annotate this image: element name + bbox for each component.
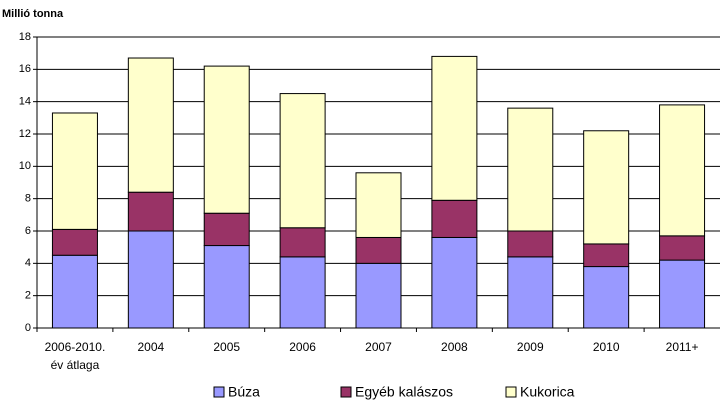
bar-segment: [507, 107, 554, 232]
bar-segment: [583, 266, 630, 329]
bar-segment: [583, 130, 630, 245]
y-tick-label: 8: [25, 193, 31, 205]
bar-segment: [279, 227, 326, 258]
y-tick-label: 16: [19, 63, 31, 75]
x-tick-label: 2006-2010. év átlaga: [45, 340, 106, 372]
bar-segment: [51, 228, 98, 256]
legend-swatch: [505, 386, 517, 398]
bar-segment: [583, 243, 630, 268]
y-tick-label: 0: [25, 322, 31, 334]
bar-segment: [659, 104, 706, 237]
legend-swatch: [340, 386, 352, 398]
x-tick-label: 2010: [593, 340, 620, 354]
bar-segment: [279, 256, 326, 329]
bar-segment: [659, 235, 706, 261]
bar-segment: [431, 236, 478, 329]
x-tick-label: 2009: [517, 340, 544, 354]
bar-segment: [203, 65, 250, 214]
bar-segment: [127, 191, 174, 232]
x-tick-label: 2007: [365, 340, 392, 354]
bar-segment: [51, 254, 98, 329]
y-tick-label: 18: [19, 31, 31, 43]
bar-segment: [127, 230, 174, 329]
bar-segment: [659, 259, 706, 329]
legend-label: Egyéb kalászos: [355, 384, 453, 400]
bar-segment: [355, 172, 402, 238]
y-axis-title: Millió tonna: [2, 8, 64, 20]
y-tick-label: 12: [19, 128, 31, 140]
bar-segment: [51, 112, 98, 230]
bar-segment: [127, 57, 174, 193]
x-tick-label: 2004: [137, 340, 164, 354]
y-tick-label: 6: [25, 225, 31, 237]
bar-segment: [279, 93, 326, 229]
bar-segment: [203, 212, 250, 247]
x-tick-label: 2011+: [666, 340, 699, 354]
y-tick-label: 4: [25, 257, 31, 269]
bar-segment: [431, 199, 478, 238]
legend-swatch: [213, 386, 225, 398]
bar-segment: [355, 236, 402, 264]
bar-segment: [431, 55, 478, 201]
bar-segment: [507, 256, 554, 329]
bar-segment: [507, 230, 554, 258]
y-tick-label: 14: [19, 96, 31, 108]
x-tick-label: 2005: [213, 340, 240, 354]
bar-segment: [355, 262, 402, 329]
x-tick-label: 2006: [289, 340, 316, 354]
legend-label: Kukorica: [520, 384, 575, 400]
y-tick-label: 2: [25, 290, 31, 302]
legend-label: Búza: [228, 384, 260, 400]
bar-segment: [203, 245, 250, 329]
x-tick-label: 2008: [441, 340, 468, 354]
y-tick-label: 10: [19, 160, 31, 172]
